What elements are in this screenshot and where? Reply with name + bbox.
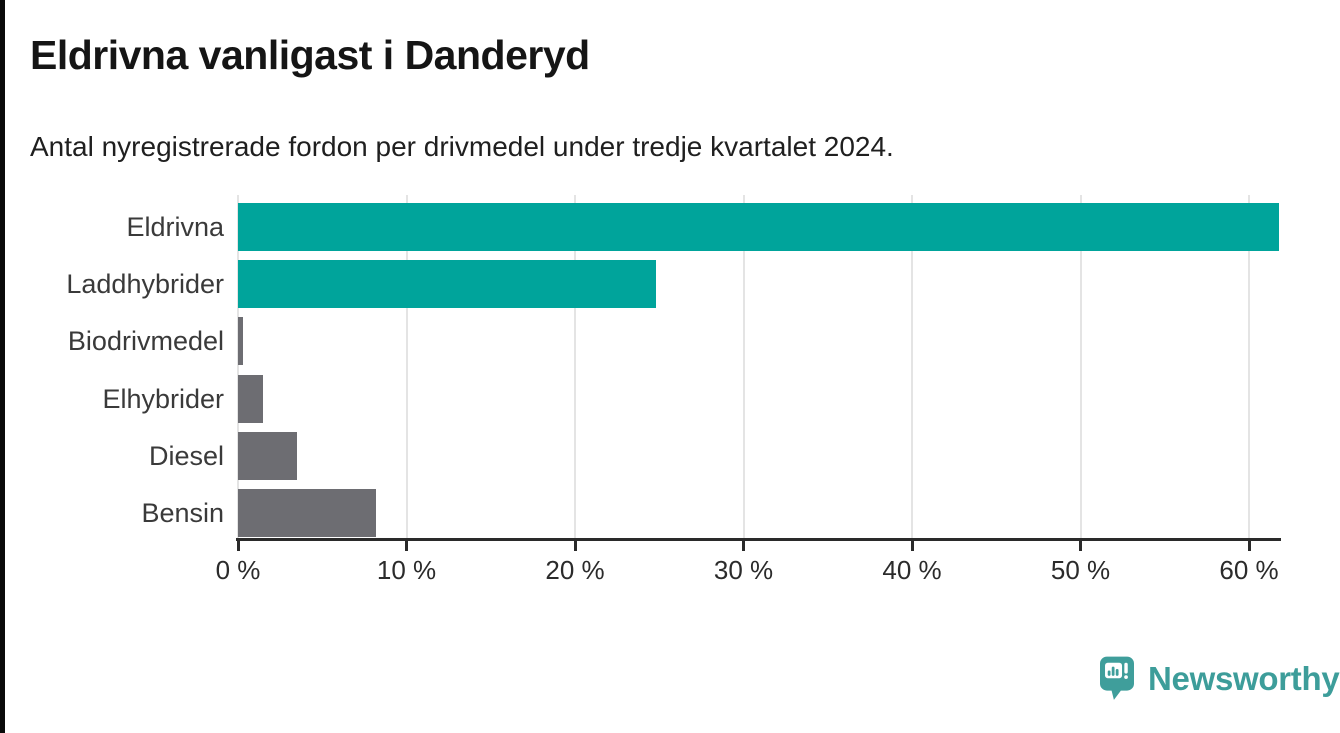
axis-tick <box>1079 538 1082 551</box>
axis-tick <box>742 538 745 551</box>
category-label: Biodrivmedel <box>67 326 224 357</box>
category-label: Diesel <box>148 440 224 471</box>
gridline <box>1079 195 1082 538</box>
gridline <box>237 195 239 538</box>
x-axis-line <box>236 538 1281 541</box>
chart-subtitle: Antal nyregistrerade fordon per drivmede… <box>30 131 894 162</box>
axis-tick-label: 0 % <box>215 555 261 585</box>
brand-name: Newsworthy <box>1148 660 1340 697</box>
gridline <box>1248 195 1250 538</box>
category-label: Eldrivna <box>126 212 224 242</box>
axis-tick <box>236 538 240 551</box>
gridline <box>405 195 408 538</box>
chart-title: Eldrivna vanligast i Danderyd <box>30 32 590 78</box>
bar-eldrivna <box>238 203 1280 251</box>
category-label: Laddhybrider <box>66 269 224 300</box>
axis-tick <box>573 538 577 551</box>
gridline <box>574 195 576 538</box>
axis-tick-label: 60 % <box>1219 555 1279 585</box>
gridline <box>742 195 745 538</box>
bar-bensin <box>238 489 377 537</box>
axis-tick-label: 50 % <box>1050 555 1111 585</box>
axis-tick-label: 40 % <box>882 555 942 585</box>
axis-tick-label: 10 % <box>376 555 437 585</box>
axis-tick-label: 30 % <box>713 555 774 585</box>
axis-tick <box>910 538 914 551</box>
axis-tick <box>1247 538 1251 551</box>
left-accent-bar <box>0 0 5 733</box>
bar-laddhybrider <box>238 260 656 309</box>
brand-footer: Newsworthy <box>1100 656 1340 702</box>
bar-elhybrider <box>238 374 264 423</box>
bar-biodrivmedel <box>238 317 244 366</box>
bar-diesel <box>238 431 297 480</box>
category-label: Bensin <box>141 498 224 528</box>
axis-tick-label: 20 % <box>545 555 605 585</box>
axis-tick <box>405 538 408 551</box>
newsworthy-logo-icon <box>1100 656 1134 700</box>
gridline <box>911 195 913 538</box>
category-label: Elhybrider <box>102 383 224 414</box>
